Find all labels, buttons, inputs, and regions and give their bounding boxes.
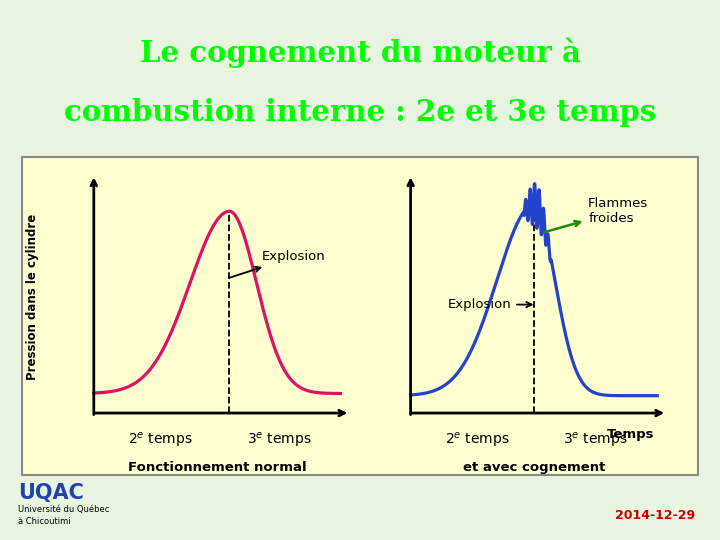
Text: et avec cognement: et avec cognement <box>463 461 605 474</box>
FancyBboxPatch shape <box>22 157 698 475</box>
Text: Temps: Temps <box>607 428 654 441</box>
Text: $3^e$ temps: $3^e$ temps <box>246 431 311 450</box>
Text: Pression dans le cylindre: Pression dans le cylindre <box>26 214 39 380</box>
Text: $2^e$ temps: $2^e$ temps <box>445 431 510 450</box>
Text: $3^e$ temps: $3^e$ temps <box>563 431 628 450</box>
Text: Flammes
froides: Flammes froides <box>544 197 649 232</box>
Text: Le cognement du moteur à: Le cognement du moteur à <box>140 37 580 68</box>
Text: 2014-12-29: 2014-12-29 <box>615 509 695 522</box>
Text: $2^e$ temps: $2^e$ temps <box>128 431 193 450</box>
Text: combustion interne : 2e et 3e temps: combustion interne : 2e et 3e temps <box>64 98 656 127</box>
Text: Université du Québec
à Chicoutimi: Université du Québec à Chicoutimi <box>18 505 109 525</box>
Text: Explosion: Explosion <box>230 251 325 278</box>
Text: UQAC: UQAC <box>18 483 84 503</box>
Text: Explosion: Explosion <box>448 298 531 311</box>
Text: Fonctionnement normal: Fonctionnement normal <box>128 461 307 474</box>
